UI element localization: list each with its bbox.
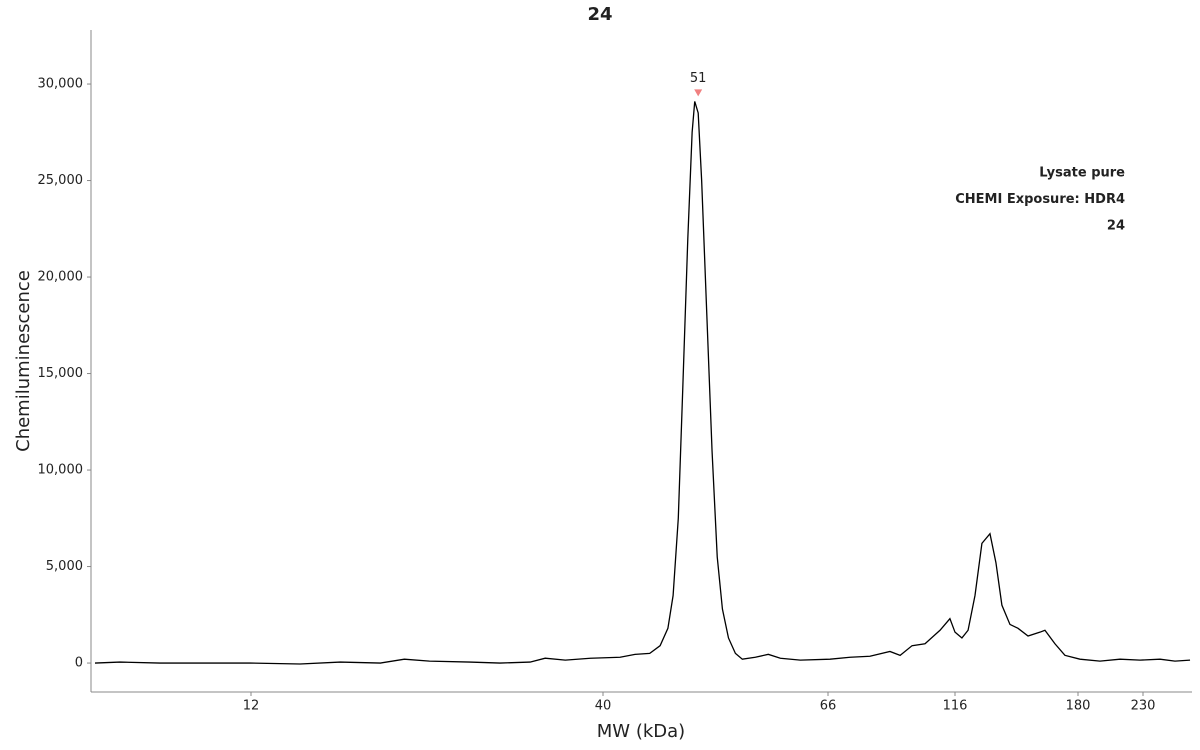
trace-line: [94, 101, 1191, 665]
x-tick-label: 66: [820, 699, 837, 714]
chart-title: 24: [587, 4, 612, 25]
y-axis-label: Chemiluminescence: [13, 270, 34, 452]
x-tick-label: 40: [595, 699, 612, 714]
legend-text: 24: [1107, 219, 1125, 234]
legend-text: Lysate pure: [1039, 166, 1125, 181]
x-tick-label: 230: [1131, 699, 1156, 714]
y-tick-label: 15,000: [38, 366, 84, 381]
y-tick-label: 5,000: [46, 559, 83, 574]
legend-text: CHEMI Exposure: HDR4: [955, 192, 1125, 207]
x-axis-label: MW (kDa): [597, 721, 685, 742]
y-tick-label: 0: [75, 656, 83, 671]
x-tick-label: 116: [943, 699, 968, 714]
x-tick-label: 12: [243, 699, 260, 714]
x-tick-label: 180: [1066, 699, 1091, 714]
y-tick-label: 10,000: [38, 463, 84, 478]
peak-label: 51: [690, 71, 707, 86]
y-tick-label: 25,000: [38, 173, 84, 188]
peak-marker: [694, 89, 703, 97]
y-tick-label: 20,000: [38, 270, 84, 285]
y-tick-label: 30,000: [38, 77, 84, 92]
